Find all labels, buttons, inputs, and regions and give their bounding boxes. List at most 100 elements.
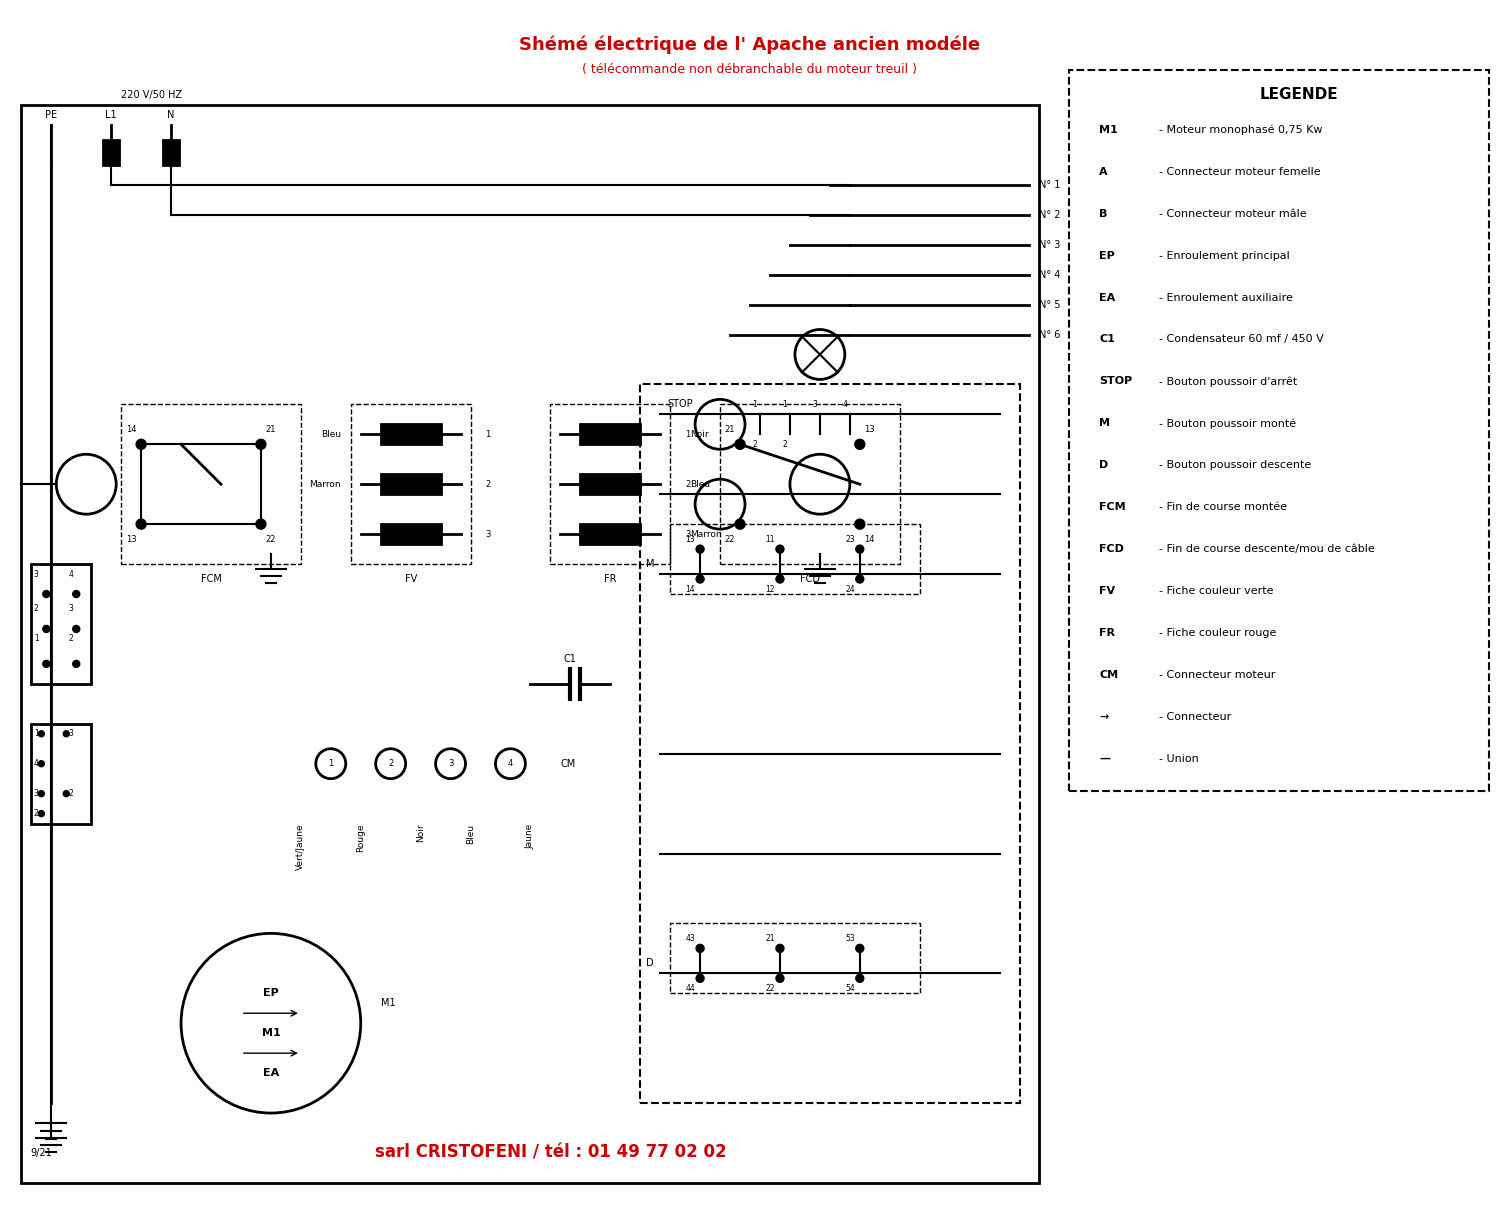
Text: - Enroulement principal: - Enroulement principal (1160, 250, 1290, 261)
Text: Marron: Marron (309, 480, 340, 489)
Bar (21, 105, 1040, 1183)
Text: - Connecteur moteur mâle: - Connecteur moteur mâle (1160, 209, 1306, 219)
Bar (32, 724, 92, 824)
Text: 11: 11 (765, 535, 774, 544)
Bar (580, 424, 640, 445)
Text: FCD: FCD (800, 574, 820, 583)
Bar (670, 524, 920, 594)
Circle shape (696, 575, 703, 583)
Text: 1: 1 (34, 634, 39, 644)
Text: 2: 2 (753, 440, 758, 449)
Text: N° 1: N° 1 (1040, 180, 1060, 190)
Circle shape (74, 626, 80, 633)
Text: M1: M1 (1100, 124, 1118, 135)
Text: EA: EA (1100, 292, 1116, 302)
Circle shape (256, 519, 265, 529)
Text: - Bouton poussoir d'arrêt: - Bouton poussoir d'arrêt (1160, 376, 1298, 387)
Bar (670, 923, 920, 993)
Bar (351, 405, 471, 564)
Text: 2: 2 (69, 789, 74, 798)
Text: 1: 1 (486, 430, 490, 439)
Circle shape (735, 440, 746, 449)
Bar (381, 524, 441, 544)
Text: STOP: STOP (668, 400, 693, 410)
Text: - Bouton poussoir descente: - Bouton poussoir descente (1160, 460, 1311, 470)
Text: 2: 2 (69, 634, 74, 644)
Text: Jaune: Jaune (526, 824, 536, 849)
Text: C1: C1 (564, 654, 578, 664)
Circle shape (856, 975, 864, 982)
Text: 24: 24 (844, 585, 855, 593)
Circle shape (256, 440, 265, 449)
Text: - Connecteur moteur: - Connecteur moteur (1160, 670, 1275, 680)
Text: 22: 22 (266, 535, 276, 544)
Text: - Fin de course montée: - Fin de course montée (1160, 503, 1287, 512)
Text: 53: 53 (844, 934, 855, 943)
Text: Bleu: Bleu (466, 824, 476, 843)
Text: 21: 21 (765, 934, 774, 943)
Text: M: M (646, 559, 654, 569)
Circle shape (44, 626, 50, 633)
Text: →: → (1100, 712, 1108, 722)
Circle shape (856, 945, 864, 952)
Circle shape (696, 975, 703, 982)
Text: 13: 13 (686, 535, 694, 544)
Circle shape (856, 575, 864, 583)
Text: 1: 1 (686, 430, 690, 439)
Circle shape (776, 575, 784, 583)
Text: STOP: STOP (1100, 377, 1132, 387)
Text: Bleu: Bleu (321, 430, 340, 439)
Text: 44: 44 (686, 983, 694, 993)
Text: EP: EP (1100, 250, 1114, 261)
Text: 4: 4 (69, 569, 74, 579)
Text: FV: FV (405, 574, 417, 583)
Text: N° 2: N° 2 (1040, 210, 1060, 220)
Text: FR: FR (604, 574, 616, 583)
Text: - Condensateur 60 mf / 450 V: - Condensateur 60 mf / 450 V (1160, 335, 1324, 344)
Text: 1: 1 (753, 400, 758, 408)
Text: 2: 2 (34, 604, 39, 614)
Circle shape (776, 975, 784, 982)
Text: 21: 21 (266, 425, 276, 434)
Bar (381, 475, 441, 494)
Text: FR: FR (1100, 628, 1116, 638)
Text: 23: 23 (844, 535, 855, 544)
Text: FV: FV (1100, 586, 1116, 596)
Text: Rouge: Rouge (356, 824, 364, 852)
Text: 22: 22 (724, 535, 735, 544)
Text: 1: 1 (328, 759, 333, 768)
Bar (32, 564, 92, 684)
Text: 2: 2 (34, 809, 39, 818)
Text: CM: CM (561, 759, 576, 768)
Text: D: D (646, 958, 654, 969)
Circle shape (44, 661, 50, 667)
Circle shape (696, 545, 703, 553)
Text: PE: PE (45, 110, 57, 120)
Circle shape (63, 731, 69, 737)
Text: 43: 43 (686, 934, 694, 943)
Bar (550, 405, 670, 564)
Text: 12: 12 (765, 585, 774, 593)
Text: - Bouton poussoir monté: - Bouton poussoir monté (1160, 418, 1296, 429)
Text: - Union: - Union (1160, 754, 1198, 763)
Text: N° 4: N° 4 (1040, 269, 1060, 279)
Text: 2: 2 (686, 480, 690, 489)
Text: 3: 3 (486, 529, 490, 539)
Text: - Enroulement auxiliaire: - Enroulement auxiliaire (1160, 292, 1293, 302)
Text: C1: C1 (1100, 335, 1114, 344)
Bar (122, 405, 302, 564)
Circle shape (39, 811, 45, 817)
Text: 14: 14 (864, 535, 874, 544)
Bar (580, 475, 640, 494)
Text: L1: L1 (105, 110, 117, 120)
Text: 3: 3 (69, 604, 74, 614)
Text: EA: EA (262, 1068, 279, 1078)
Text: N: N (168, 110, 176, 120)
Text: N° 6: N° 6 (1040, 330, 1060, 339)
Bar (104, 140, 118, 164)
Text: Bleu: Bleu (690, 480, 709, 489)
Text: 4: 4 (509, 759, 513, 768)
Text: CM: CM (1100, 670, 1119, 680)
Circle shape (696, 945, 703, 952)
Circle shape (136, 519, 146, 529)
